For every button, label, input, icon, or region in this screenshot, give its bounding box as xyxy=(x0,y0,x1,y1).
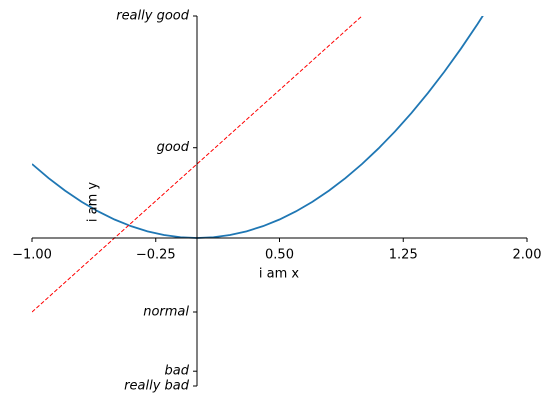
x-axis-label: i am x xyxy=(259,267,300,282)
y-axis-label: i am y xyxy=(86,182,101,223)
line-series xyxy=(32,16,363,313)
x-tick-label: −0.25 xyxy=(136,248,176,263)
y-tick-label: normal xyxy=(143,305,189,320)
line-series xyxy=(32,16,484,239)
x-tick-label: 2.00 xyxy=(513,248,542,263)
x-tick-label: 1.25 xyxy=(389,248,418,263)
y-tick-label: good xyxy=(157,140,190,155)
y-tick-label: bad xyxy=(165,364,190,379)
y-tick-label: really bad xyxy=(124,379,190,394)
x-tick-label: 0.50 xyxy=(265,248,294,263)
plot-area xyxy=(32,16,484,313)
y-tick-label: really good xyxy=(116,9,190,24)
x-tick-label: −1.00 xyxy=(12,248,52,263)
